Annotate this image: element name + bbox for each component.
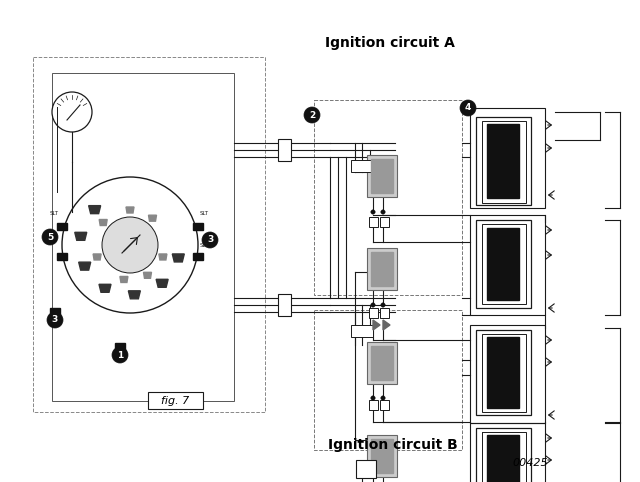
Bar: [356, 460, 376, 478]
Circle shape: [381, 210, 385, 214]
Polygon shape: [79, 262, 91, 270]
Bar: [369, 308, 378, 318]
Bar: [476, 220, 531, 308]
Bar: [367, 248, 397, 290]
Polygon shape: [383, 320, 390, 330]
Circle shape: [42, 229, 58, 245]
Text: Ignition circuit B: Ignition circuit B: [328, 438, 458, 452]
Text: Ignition circuit A: Ignition circuit A: [325, 36, 455, 50]
Bar: [369, 217, 378, 227]
Bar: [367, 155, 397, 197]
Bar: [33, 57, 265, 412]
Bar: [369, 400, 378, 410]
Bar: [470, 215, 545, 315]
Bar: [371, 252, 393, 286]
Bar: [380, 400, 389, 410]
Polygon shape: [75, 232, 87, 241]
Text: 2: 2: [309, 110, 315, 120]
Circle shape: [62, 177, 198, 313]
Text: 5: 5: [47, 232, 53, 241]
Polygon shape: [99, 284, 111, 292]
Bar: [314, 100, 462, 295]
Text: fig. 7: fig. 7: [161, 396, 189, 406]
Polygon shape: [148, 215, 157, 221]
Polygon shape: [89, 206, 100, 214]
Bar: [487, 435, 519, 482]
Polygon shape: [156, 279, 168, 287]
Polygon shape: [159, 254, 167, 260]
Bar: [351, 160, 373, 172]
Polygon shape: [129, 291, 140, 299]
Bar: [52, 73, 234, 401]
Polygon shape: [120, 277, 128, 282]
Bar: [367, 435, 397, 477]
Text: 3: 3: [207, 236, 213, 244]
Polygon shape: [93, 254, 101, 260]
Text: 1: 1: [117, 350, 123, 360]
Circle shape: [371, 396, 375, 400]
Polygon shape: [143, 272, 152, 278]
Bar: [193, 253, 203, 260]
Circle shape: [202, 232, 218, 248]
Bar: [351, 325, 373, 337]
Text: SLT: SLT: [50, 211, 59, 216]
Bar: [367, 342, 397, 384]
Circle shape: [460, 100, 476, 116]
Bar: [380, 217, 389, 227]
Circle shape: [52, 92, 92, 132]
Circle shape: [371, 303, 375, 307]
Bar: [193, 223, 203, 230]
Text: 00425: 00425: [512, 458, 548, 468]
Circle shape: [47, 312, 63, 328]
Bar: [371, 439, 393, 473]
Bar: [278, 294, 291, 316]
Text: 4: 4: [465, 104, 471, 112]
Circle shape: [371, 210, 375, 214]
Bar: [476, 428, 531, 482]
Bar: [314, 310, 462, 450]
Bar: [57, 223, 67, 230]
Bar: [371, 159, 393, 193]
Polygon shape: [126, 207, 134, 213]
Polygon shape: [373, 320, 380, 330]
Circle shape: [381, 303, 385, 307]
Bar: [371, 346, 393, 380]
Bar: [487, 337, 519, 408]
Bar: [487, 228, 519, 300]
Bar: [482, 224, 526, 304]
Bar: [476, 117, 531, 205]
Text: 3: 3: [52, 316, 58, 324]
Bar: [482, 121, 526, 203]
Bar: [470, 423, 545, 482]
Bar: [380, 308, 389, 318]
Polygon shape: [172, 254, 184, 262]
Bar: [115, 343, 125, 350]
Circle shape: [304, 107, 320, 123]
Bar: [482, 432, 526, 482]
Bar: [470, 108, 545, 208]
Bar: [482, 334, 526, 412]
Circle shape: [102, 217, 158, 273]
Circle shape: [112, 347, 128, 363]
Bar: [50, 308, 60, 315]
Bar: [470, 325, 545, 423]
Bar: [57, 253, 67, 260]
Bar: [278, 139, 291, 161]
Bar: [476, 330, 531, 415]
Circle shape: [381, 396, 385, 400]
Bar: [487, 124, 519, 198]
Text: SLT: SLT: [200, 211, 209, 216]
Polygon shape: [99, 219, 107, 226]
Bar: [148, 392, 203, 409]
Text: SLT: SLT: [200, 243, 209, 248]
